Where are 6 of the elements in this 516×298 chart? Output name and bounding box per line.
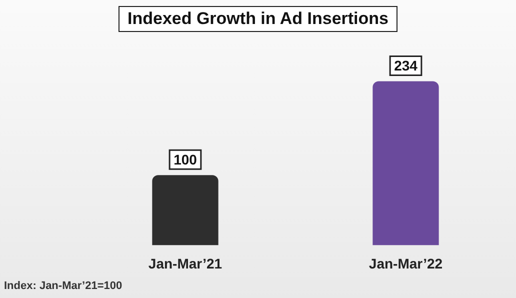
- x-tick-label: Jan-Mar’22: [368, 255, 443, 272]
- chart-title: Indexed Growth in Ad Insertions: [118, 6, 398, 32]
- x-tick-label: Jan-Mar’21: [148, 255, 222, 272]
- data-label: 234: [394, 58, 418, 74]
- data-label: 100: [174, 151, 198, 168]
- text: Index: Jan-Mar’21=100: [4, 280, 122, 292]
